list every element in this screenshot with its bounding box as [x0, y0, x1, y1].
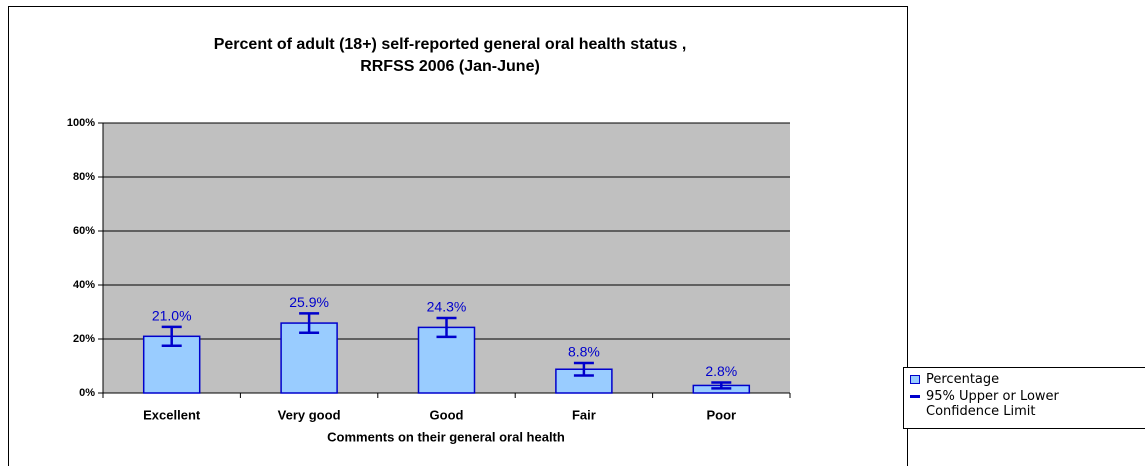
y-tick-label: 100% — [67, 117, 95, 129]
y-tick-label: 40% — [73, 279, 95, 291]
chart-title: RRFSS 2006 (Jan-June) — [360, 58, 540, 75]
data-label: 8.8% — [568, 344, 600, 360]
x-tick-label: Poor — [706, 407, 736, 422]
chart-title: Percent of adult (18+) self-reported gen… — [214, 36, 687, 53]
x-tick-label: Excellent — [143, 407, 201, 422]
y-tick-label: 60% — [73, 225, 95, 237]
x-tick-label: Very good — [278, 407, 341, 422]
legend-label: 95% Upper or Lower Confidence Limit — [926, 389, 1059, 419]
legend-swatch — [910, 375, 920, 384]
data-label: 21.0% — [152, 308, 192, 324]
legend-entry: Percentage — [908, 372, 1145, 387]
x-tick-label: Good — [430, 407, 464, 422]
x-tick-label: Fair — [572, 407, 596, 422]
data-label: 25.9% — [289, 294, 329, 310]
legend-box — [903, 367, 1145, 429]
y-tick-label: 0% — [79, 387, 95, 399]
bar — [280, 322, 338, 394]
y-tick-label: 20% — [73, 333, 95, 345]
legend-body: Percentage 95% Upper or Lower Confidence… — [908, 372, 1145, 419]
x-axis-label: Comments on their general oral health — [327, 429, 565, 444]
data-label: 2.8% — [705, 363, 737, 379]
y-tick-label: 80% — [73, 171, 95, 183]
legend-entry: 95% Upper or Lower Confidence Limit — [908, 389, 1108, 419]
legend: Percentage 95% Upper or Lower Confidence… — [908, 372, 1145, 419]
legend-label: Percentage — [926, 372, 1000, 387]
bar — [417, 326, 476, 394]
data-label: 24.3% — [427, 299, 467, 315]
legend-swatch — [910, 395, 920, 398]
